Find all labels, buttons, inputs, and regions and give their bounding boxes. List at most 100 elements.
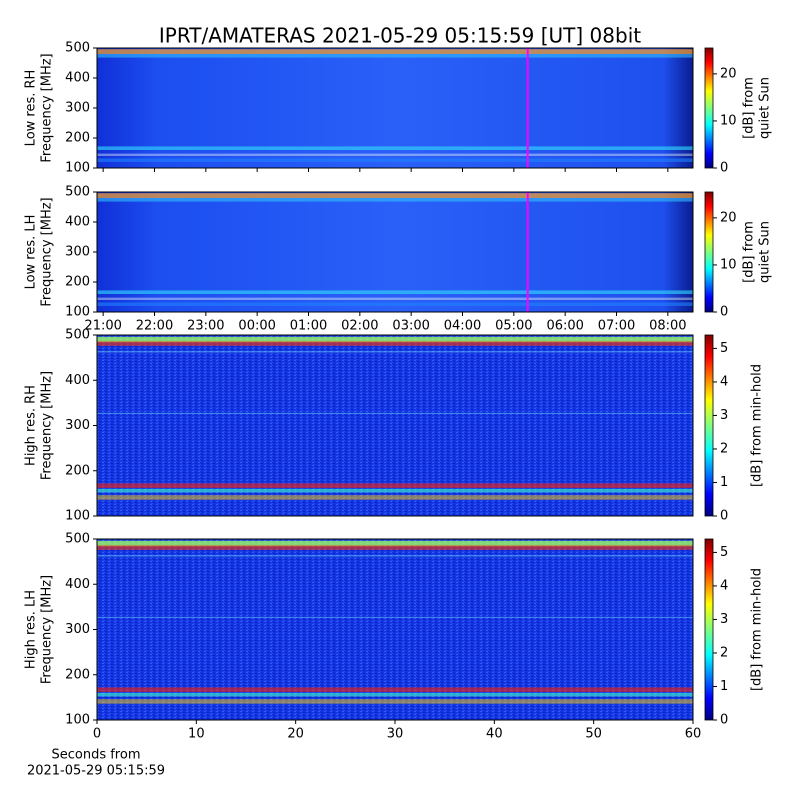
heatmap-band <box>97 488 693 493</box>
colorbar-tick-label: 10 <box>720 257 737 272</box>
x-tick-label: 06:00 <box>546 319 583 334</box>
y-tick-label: 100 <box>65 509 90 524</box>
y-tick-label: 100 <box>65 713 90 728</box>
x-axis-label: Seconds from <box>51 748 140 763</box>
heatmap-band <box>97 351 693 353</box>
y-tick-label: 400 <box>65 71 90 86</box>
heatmap-band <box>97 54 693 58</box>
colorbar-tick-label: 3 <box>720 408 728 423</box>
colorbar-tick-label: 10 <box>720 113 737 128</box>
y-tick-label: 400 <box>65 373 90 388</box>
y-tick-label: 500 <box>65 41 90 56</box>
y-axis-label: Frequency [MHz] <box>40 575 55 684</box>
x-tick-label: 10 <box>188 727 205 742</box>
colorbar-label: quiet Sun <box>758 221 773 283</box>
y-tick-label: 500 <box>65 328 90 343</box>
y-axis-label: Frequency [MHz] <box>40 371 55 480</box>
y-axis-label: Low res. LH <box>24 215 39 290</box>
heatmap-band <box>97 616 693 618</box>
y-tick-label: 300 <box>65 622 90 637</box>
heatmap-band <box>97 483 693 488</box>
y-tick-label: 100 <box>65 161 90 176</box>
heatmap-band <box>97 146 693 150</box>
y-tick-label: 300 <box>65 245 90 260</box>
colorbar-tick-label: 4 <box>720 578 728 593</box>
colorbar-tick-label: 4 <box>720 374 728 389</box>
heatmap-band <box>97 540 693 547</box>
colorbar-tick-label: 0 <box>720 305 728 320</box>
heatmap-band <box>97 153 693 156</box>
x-tick-label: 21:00 <box>84 319 121 334</box>
y-tick-label: 500 <box>65 532 90 547</box>
x-tick-label: 22:00 <box>136 319 173 334</box>
y-tick-label: 400 <box>65 215 90 230</box>
colorbar <box>704 538 714 721</box>
y-axis-label: Frequency [MHz] <box>40 53 55 162</box>
x-tick-label: 01:00 <box>290 319 327 334</box>
heatmap-band <box>97 193 693 198</box>
y-tick-label: 400 <box>65 577 90 592</box>
x-tick-label: 23:00 <box>187 319 224 334</box>
x-axis-label: 2021-05-29 05:15:59 <box>27 764 165 779</box>
heatmap-band <box>97 290 693 294</box>
heatmap-band <box>97 692 693 697</box>
colorbar-tick-label: 0 <box>720 509 728 524</box>
x-tick-label: 00:00 <box>238 319 275 334</box>
y-axis-label: High res. LH <box>24 590 39 669</box>
x-tick-label: 60 <box>685 727 702 742</box>
heatmap-band <box>97 341 693 346</box>
x-tick-label: 30 <box>387 727 404 742</box>
figure-title: IPRT/AMATERAS 2021-05-29 05:15:59 [UT] 0… <box>159 24 641 48</box>
colorbar-label: [dB] from <box>742 221 757 283</box>
colorbar-tick-label: 1 <box>720 475 728 490</box>
heatmap-band <box>97 49 693 54</box>
x-tick-label: 0 <box>93 727 101 742</box>
heatmap-band <box>97 297 693 300</box>
x-tick-label: 04:00 <box>444 319 481 334</box>
colorbar-tick-label: 5 <box>720 341 728 356</box>
heatmap-band <box>97 412 693 414</box>
x-tick-label: 05:00 <box>495 319 532 334</box>
x-tick-label: 03:00 <box>392 319 429 334</box>
y-tick-label: 200 <box>65 275 90 290</box>
colorbar-tick-label: 0 <box>720 161 728 176</box>
heatmap-band <box>97 699 693 704</box>
heatmap-band <box>97 198 693 202</box>
colorbar-tick-label: 0 <box>720 713 728 728</box>
x-tick-label: 08:00 <box>649 319 686 334</box>
colorbar-label: [dB] from min-hold <box>750 568 765 691</box>
y-tick-label: 200 <box>65 463 90 478</box>
heatmap-band <box>97 302 693 306</box>
x-tick-label: 20 <box>287 727 304 742</box>
colorbar-tick-label: 5 <box>720 545 728 560</box>
y-tick-label: 300 <box>65 418 90 433</box>
colorbar-tick-label: 3 <box>720 612 728 627</box>
heatmap-band <box>97 555 693 557</box>
colorbar <box>704 191 714 313</box>
colorbar-tick-label: 20 <box>720 210 737 225</box>
colorbar-label: [dB] from min-hold <box>750 364 765 487</box>
x-tick-label: 07:00 <box>598 319 635 334</box>
colorbar-tick-label: 1 <box>720 679 728 694</box>
y-axis-label: High res. RH <box>24 385 39 466</box>
y-tick-label: 200 <box>65 667 90 682</box>
colorbar-label: [dB] from <box>742 77 757 139</box>
heatmap-band <box>97 687 693 692</box>
y-tick-label: 200 <box>65 131 90 146</box>
heatmap-band <box>97 495 693 500</box>
colorbar-label: quiet Sun <box>758 77 773 139</box>
y-tick-label: 300 <box>65 101 90 116</box>
y-axis-label: Low res. RH <box>24 70 39 147</box>
colorbar-tick-label: 20 <box>720 66 737 81</box>
colorbar <box>704 47 714 169</box>
y-tick-label: 500 <box>65 185 90 200</box>
x-tick-label: 02:00 <box>341 319 378 334</box>
colorbar-tick-label: 2 <box>720 441 728 456</box>
colorbar <box>704 334 714 517</box>
y-axis-label: Frequency [MHz] <box>40 197 55 306</box>
heatmap-band <box>97 336 693 343</box>
heatmap-band <box>97 158 693 162</box>
heatmap-band <box>97 545 693 550</box>
colorbar-tick-label: 2 <box>720 645 728 660</box>
